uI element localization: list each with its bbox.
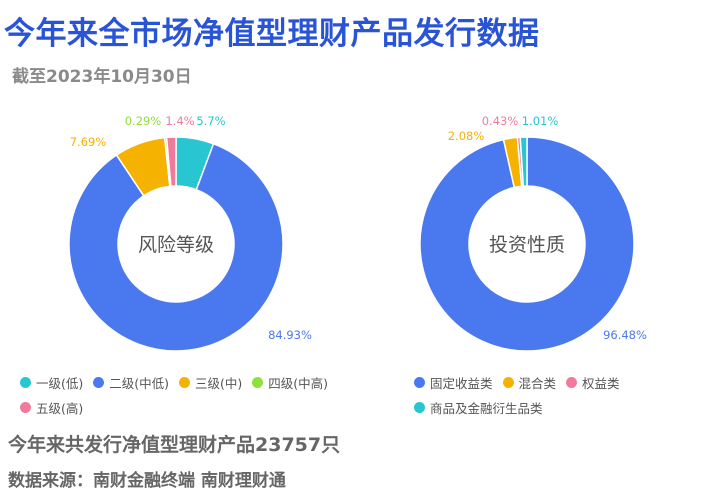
legend-entry[interactable]: 权益类 xyxy=(566,373,620,392)
legend-dot-icon xyxy=(252,377,264,388)
legend-dot-icon xyxy=(502,377,514,388)
legend-label: 二级(中低) xyxy=(109,376,170,391)
legend-dot-icon xyxy=(414,402,425,413)
legend-entry[interactable]: 固定收益类 xyxy=(414,373,493,392)
legend-dot-icon xyxy=(414,377,425,388)
investment-type-legend: 固定收益类 混合类 权益类商品及金融衍生品类 xyxy=(414,373,694,417)
data-label: 84.93% xyxy=(268,328,312,342)
legend-entry[interactable]: 四级(中高) xyxy=(252,373,328,392)
data-label: 5.7% xyxy=(196,114,225,128)
legend-label: 商品及金融衍生品类 xyxy=(430,401,543,416)
legend-label: 四级(中高) xyxy=(268,376,329,391)
legend-label: 五级(高) xyxy=(36,401,84,416)
donut-center-label: 风险等级 xyxy=(138,234,214,256)
legend-label: 一级(低) xyxy=(36,376,84,391)
donut-slice xyxy=(519,136,528,187)
data-label: 96.48% xyxy=(603,328,647,342)
data-label: 1.4% xyxy=(165,114,194,128)
donut-slice xyxy=(165,136,177,188)
data-label: 0.43% xyxy=(482,114,519,128)
donut-slice xyxy=(419,136,635,352)
legend-dot-icon xyxy=(179,377,191,388)
data-label: 0.29% xyxy=(125,114,162,128)
legend-entry[interactable]: 二级(中低) xyxy=(93,373,169,392)
data-label: 7.69% xyxy=(70,135,107,149)
legend-entry[interactable]: 混合类 xyxy=(502,373,557,392)
legend-entry[interactable]: 五级(高) xyxy=(20,398,83,417)
page-subtitle: 截至2023年10月30日 xyxy=(12,67,192,87)
legend-dot-icon xyxy=(20,377,31,388)
donut-slice xyxy=(68,142,284,352)
page-title: 今年来全市场净值型理财产品发行数据 xyxy=(4,16,540,52)
legend-dot-icon xyxy=(566,377,578,388)
donut-center-label: 投资性质 xyxy=(489,234,565,256)
investment-type-donut-chart: 96.48% 2.08%0.43% 1.01% 投资性质 xyxy=(419,114,647,352)
legend-dot-icon xyxy=(20,402,31,413)
legend-label: 权益类 xyxy=(582,376,620,391)
legend-label: 固定收益类 xyxy=(430,376,493,391)
legend-entry[interactable]: 一级(低) xyxy=(20,373,83,392)
legend-entry[interactable]: 三级(中) xyxy=(179,373,242,392)
legend-label: 混合类 xyxy=(518,376,557,391)
data-source: 数据来源：南财金融终端 南财理财通 xyxy=(8,471,286,491)
legend-entry[interactable]: 商品及金融衍生品类 xyxy=(414,398,543,417)
data-label: 2.08% xyxy=(448,129,485,143)
risk-level-donut-chart: 5.7% 84.93% 7.69% 0.29% 1.4% 风险等级 xyxy=(68,114,312,352)
risk-level-legend: 一级(低) 二级(中低) 三级(中) 四级(中高) 五级(高) xyxy=(20,373,360,417)
legend-dot-icon xyxy=(93,377,105,388)
issuance-summary: 今年来共发行净值型理财产品23757只 xyxy=(8,434,341,456)
data-label: 1.01% xyxy=(522,114,559,128)
legend-label: 三级(中) xyxy=(195,376,243,391)
